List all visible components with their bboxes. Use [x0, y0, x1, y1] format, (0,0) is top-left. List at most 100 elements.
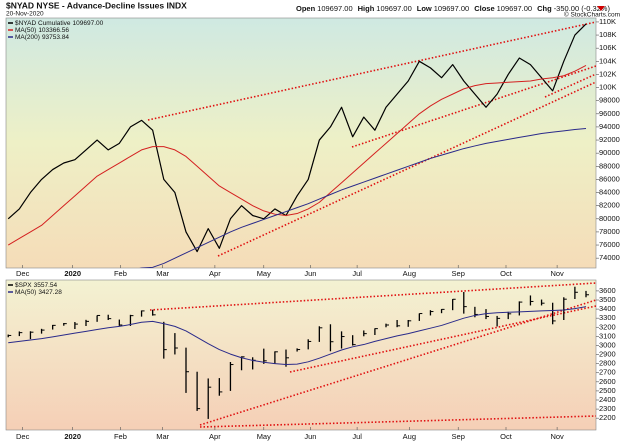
- legend-value: 3427.28: [38, 289, 62, 296]
- trend-line: [217, 81, 596, 257]
- quote-value: 109697.00: [317, 4, 352, 13]
- y-tick-label: 2500: [599, 386, 616, 395]
- x-tick-label: Aug: [403, 432, 416, 441]
- plot: [7, 286, 589, 419]
- x-tick-label: 2020: [64, 432, 81, 441]
- y-tick-label: 2800: [599, 359, 616, 368]
- legend-entry: $NYAD Cumulative 109697.00: [15, 20, 104, 27]
- series-line: [139, 128, 587, 268]
- x-tick-label: 2020: [64, 269, 81, 278]
- y-tick-label: 2200: [599, 413, 616, 422]
- plot-layer: 74000 76000 78000 80000 82000 84000 86000 88000…: [7, 17, 620, 441]
- legend-entry: MA(50) 3427.28: [15, 289, 62, 296]
- y-tick-label: 86000: [599, 174, 620, 183]
- x-tick-label: Jul: [352, 432, 362, 441]
- legend-value: 93753.84: [42, 34, 69, 41]
- y-tick-label: 2900: [599, 350, 616, 359]
- x-tick-label: Jun: [304, 269, 316, 278]
- y-tick-label: 98000: [599, 96, 620, 105]
- quote-label: Close: [474, 4, 494, 13]
- trend-line: [544, 73, 596, 98]
- legend-name: $SPX: [15, 282, 32, 289]
- y-tick-label: 84000: [599, 188, 620, 197]
- trend-lines: [149, 282, 596, 428]
- x-tick-label: Jul: [352, 269, 362, 278]
- legend-name: MA(50): [15, 27, 36, 34]
- legend-value: 109697.00: [73, 20, 104, 27]
- y-tick-label: 3500: [599, 295, 616, 304]
- x-tick-label: Dec: [16, 432, 30, 441]
- quote-value: 109697.00: [376, 4, 411, 13]
- y-tick-label: 100K: [599, 83, 617, 92]
- legend-value: 103366.56: [38, 27, 69, 34]
- legend-entry: MA(200) 93753.84: [15, 34, 69, 41]
- trend-line: [147, 21, 596, 121]
- quote-label: Chg: [537, 4, 552, 13]
- y-tick-label: 3000: [599, 340, 616, 349]
- y-tick-label: 90000: [599, 148, 620, 157]
- legend-name: MA(200): [15, 34, 40, 41]
- y-tick-label: 3300: [599, 313, 616, 322]
- trend-line: [199, 299, 596, 426]
- x-tick-label: Mar: [156, 432, 169, 441]
- x-tick-label: Nov: [550, 432, 564, 441]
- x-tick-label: Jun: [304, 432, 316, 441]
- x-tick-label: Oct: [500, 432, 513, 441]
- x-tick-label: Feb: [114, 432, 127, 441]
- y-tick-label: 92000: [599, 135, 620, 144]
- plot: [7, 23, 587, 268]
- y-tick-label: 110K: [599, 17, 616, 26]
- y-tick-label: 104K: [599, 56, 617, 65]
- y-tick-label: 76000: [599, 240, 620, 249]
- y-tick-label: 2700: [599, 368, 616, 377]
- date: 20-Nov-2020: [6, 11, 44, 18]
- y-tick-label: 82000: [599, 201, 620, 210]
- quote-label: Low: [417, 4, 432, 13]
- chart-title: $NYAD NYSE - Advance-Decline Issues INDX: [6, 0, 187, 10]
- x-tick-label: Feb: [114, 269, 127, 278]
- panel-background: [5, 279, 597, 431]
- trend-line: [351, 65, 596, 148]
- series-line: [7, 65, 587, 246]
- quote-value: 109697.00: [434, 4, 469, 13]
- trend-line: [149, 282, 596, 311]
- x-tick-label: Sep: [452, 269, 465, 278]
- y-tick-label: 102K: [599, 69, 617, 78]
- legend-name: $NYAD Cumulative: [15, 20, 71, 27]
- quote-value: -350.00 (-0.32%): [554, 4, 611, 13]
- y-tick-label: 78000: [599, 227, 620, 236]
- panel-background: [5, 17, 597, 269]
- x-tick-label: May: [257, 432, 271, 441]
- y-tick-label: 94000: [599, 122, 620, 131]
- y-tick-label: 3200: [599, 322, 616, 331]
- series-line: [8, 306, 587, 366]
- y-tick-label: 2300: [599, 404, 616, 413]
- legend-entry: MA(50) 103366.56: [15, 27, 69, 34]
- y-tick-label: 108K: [599, 30, 617, 39]
- y-tick-label: 88000: [599, 161, 620, 170]
- x-tick-label: Apr: [209, 269, 221, 278]
- x-tick-label: Apr: [209, 432, 221, 441]
- x-tick-label: Oct: [500, 269, 513, 278]
- y-tick-label: 74000: [599, 253, 620, 262]
- y-tick-label: 2400: [599, 395, 616, 404]
- trend-lines: [147, 21, 596, 257]
- x-tick-label: Nov: [550, 269, 564, 278]
- quote-value: 109697.00: [497, 4, 532, 13]
- y-tick-label: 3600: [599, 286, 616, 295]
- y-tick-label: 96000: [599, 109, 620, 118]
- down-arrow: [597, 6, 605, 11]
- legend-name: MA(50): [15, 289, 36, 296]
- x-tick-label: Aug: [403, 269, 416, 278]
- x-tick-label: Mar: [156, 269, 169, 278]
- y-tick-label: 2600: [599, 377, 616, 386]
- x-tick-label: May: [257, 269, 271, 278]
- x-tick-label: Sep: [452, 432, 465, 441]
- quote-label: High: [358, 4, 375, 13]
- series-line: [7, 23, 587, 253]
- legend-entry: $SPX 3557.54: [15, 282, 58, 289]
- y-tick-label: 80000: [599, 214, 620, 223]
- x-tick-label: Dec: [16, 269, 30, 278]
- y-tick-label: 3400: [599, 304, 616, 313]
